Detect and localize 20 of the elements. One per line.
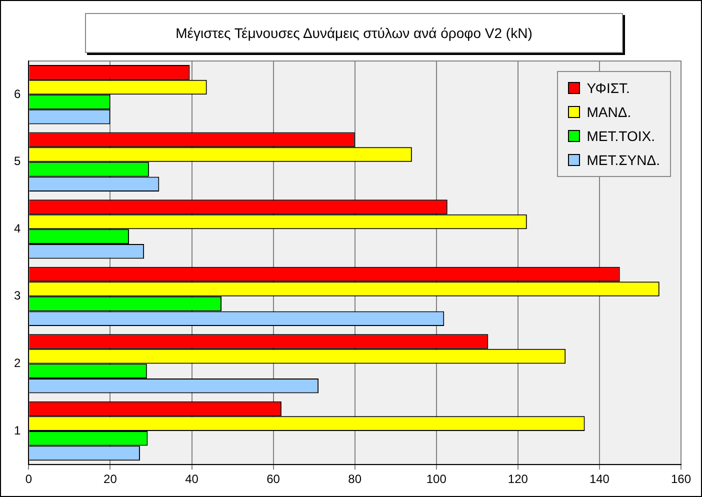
y-tick-label: 3 (14, 288, 21, 303)
x-tick-label: 20 (104, 472, 118, 486)
legend-label: ΜΕΤ.ΤΟΙΧ. (586, 128, 655, 144)
legend-label: ΥΦΙΣΤ. (586, 80, 630, 96)
x-tick-label: 120 (508, 472, 528, 486)
x-tick-label: 0 (25, 472, 32, 486)
x-tick-label: 80 (348, 472, 362, 486)
y-tick-label: 2 (14, 356, 21, 370)
x-tick-label: 60 (266, 472, 280, 486)
x-tick-label: 140 (589, 472, 610, 486)
x-tick-label: 100 (426, 472, 447, 486)
chart-title: Μέγιστες Τέμνουσες Δυνάμεις στύλων ανά όροφο V2 (kN) (85, 13, 623, 53)
y-tick-label: 1 (14, 423, 21, 438)
y-tick-label: 4 (14, 221, 21, 236)
legend-label: ΜΕΤ.ΣΥΝΔ. (586, 152, 660, 168)
x-tick-label: 40 (185, 472, 199, 486)
y-tick-label: 5 (14, 154, 21, 168)
x-tick-label: 160 (670, 472, 692, 486)
legend-label: ΜΑΝΔ. (586, 104, 632, 120)
y-tick-label: 6 (14, 86, 21, 101)
